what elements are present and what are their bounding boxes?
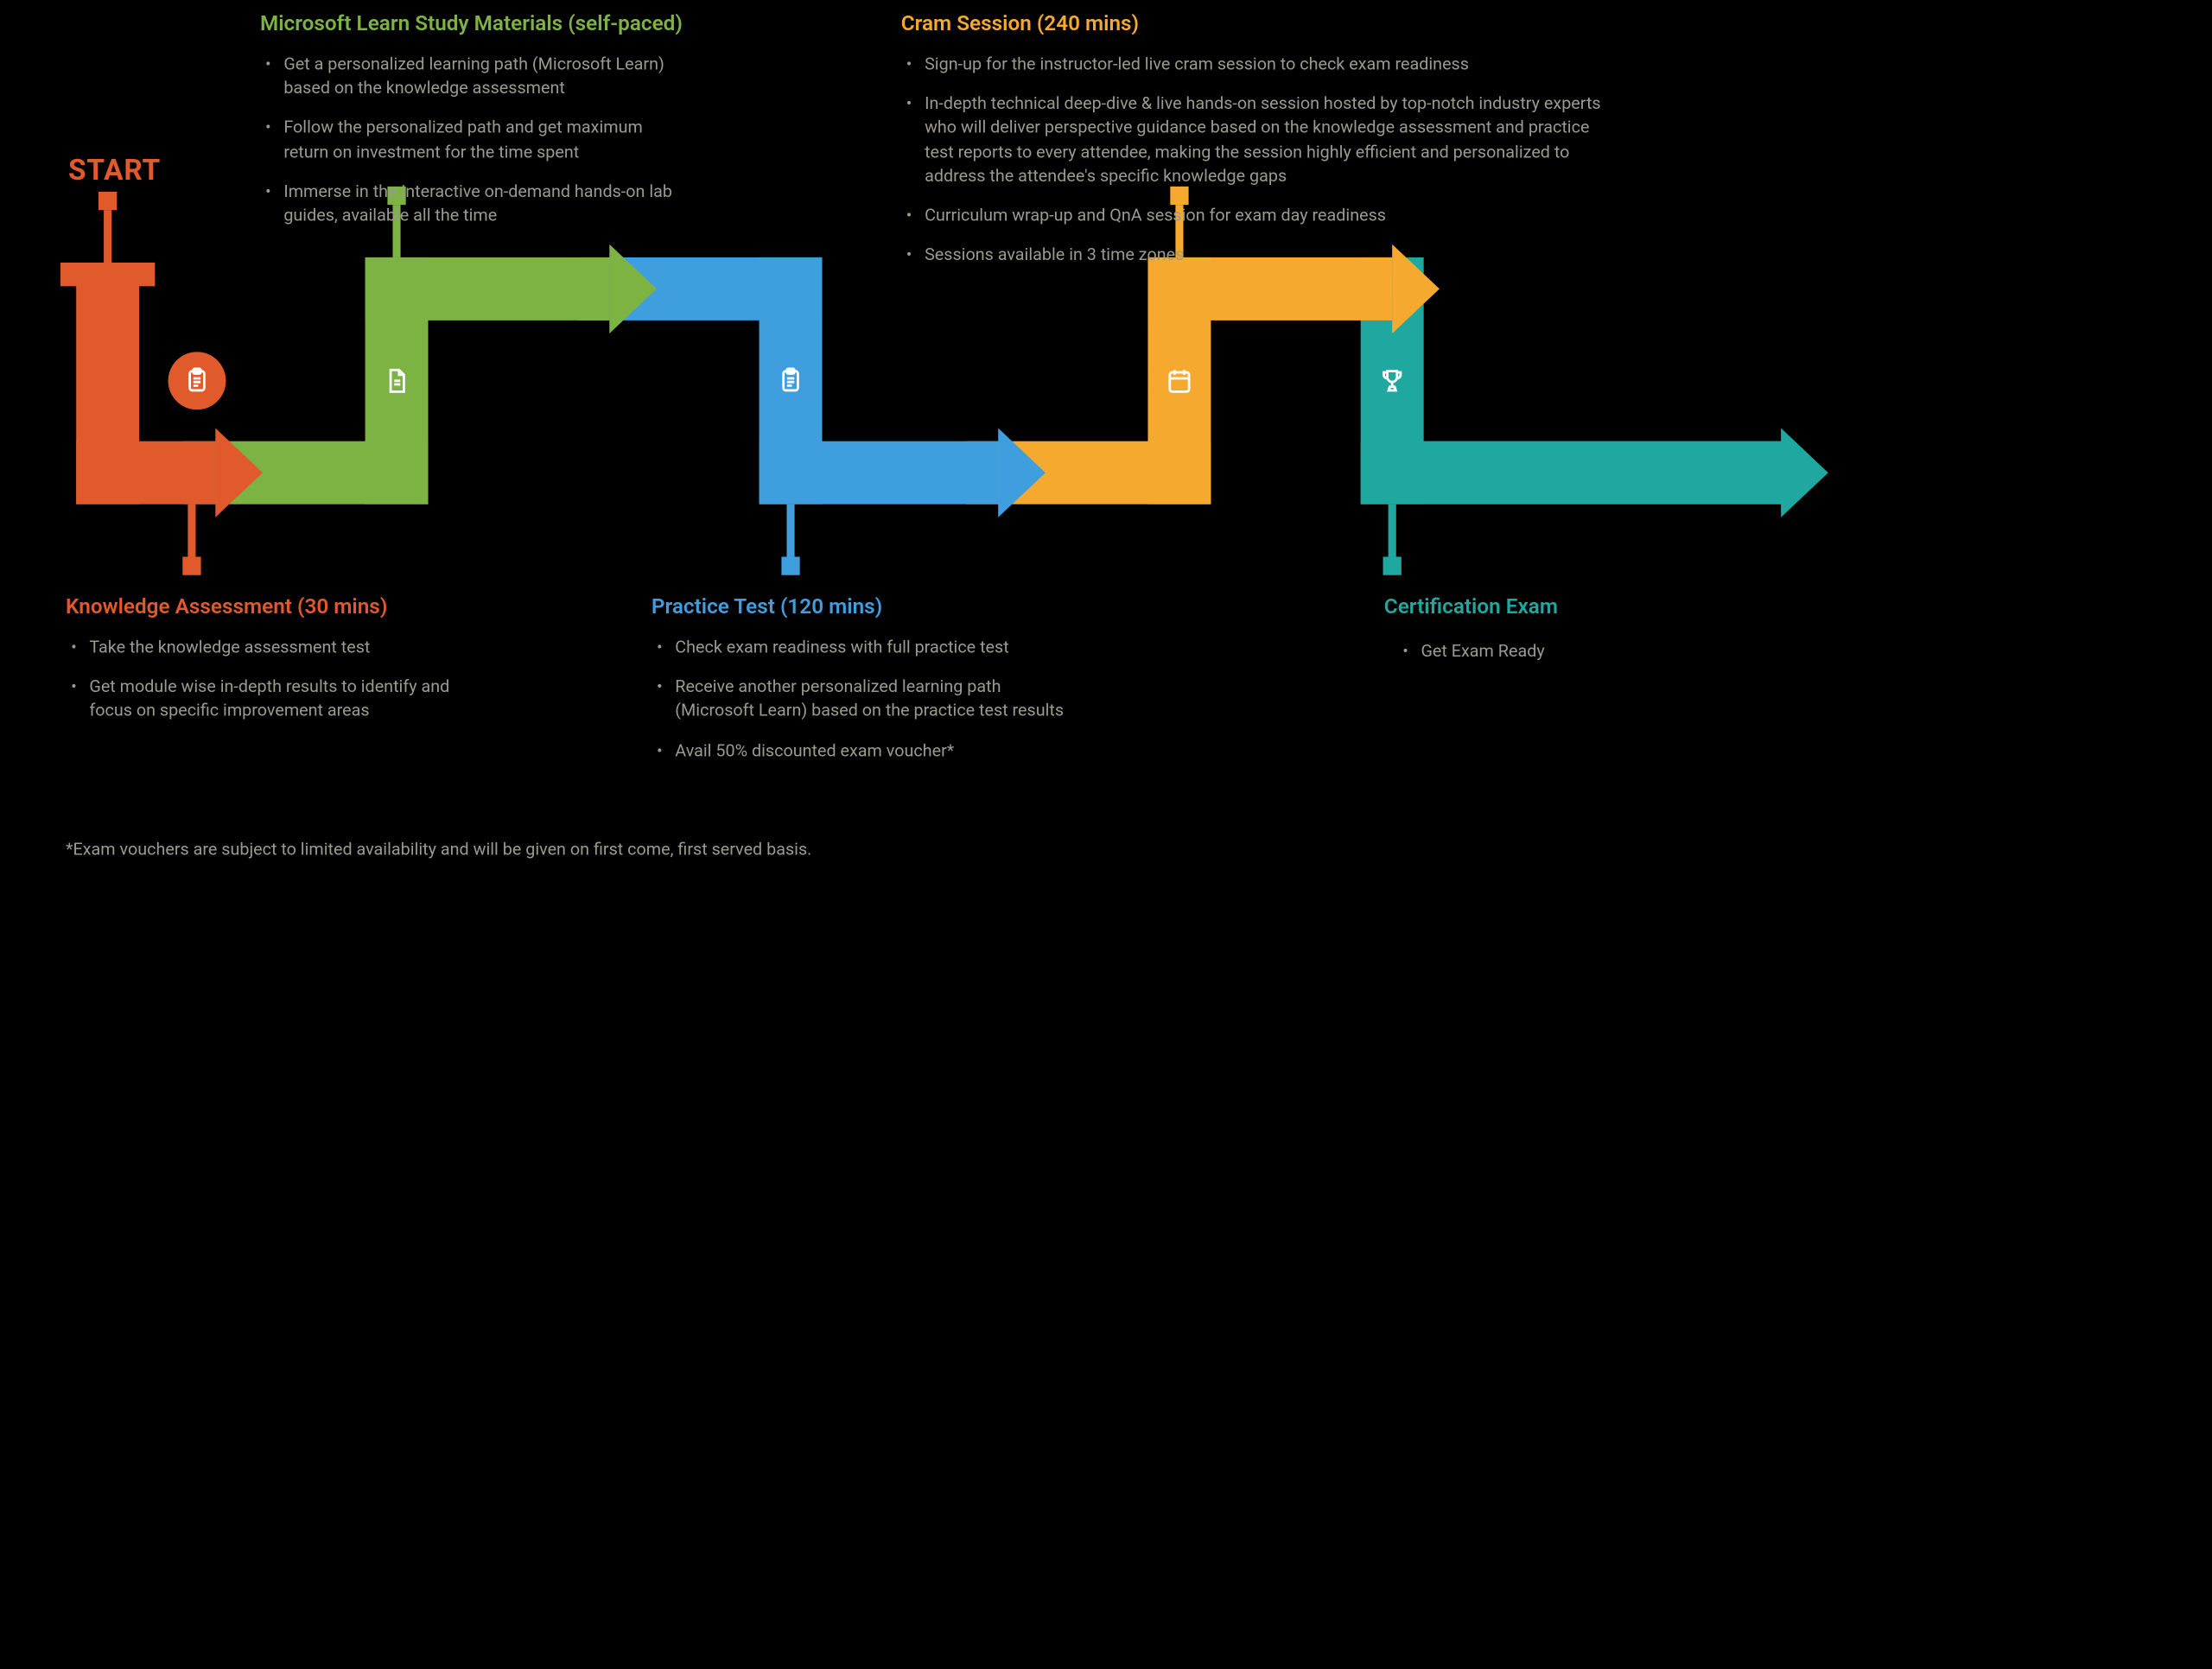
list-item: Take the knowledge assessment test <box>66 637 460 661</box>
list-item: Receive another personalized learning pa… <box>652 676 1071 724</box>
cert-title: Certification Exam <box>1300 593 1642 619</box>
section-study: Microsoft Learn Study Materials (self-pa… <box>260 10 707 244</box>
section-practice: Practice Test (120 mins) Check exam read… <box>652 593 1085 779</box>
clipboard-icon <box>776 366 804 395</box>
section-knowledge: Knowledge Assessment (30 mins) Take the … <box>66 593 460 740</box>
list-item: Get module wise in-depth results to iden… <box>66 676 460 724</box>
section-cram: Cram Session (240 mins) Sign-up for the … <box>901 10 1663 284</box>
practice-title: Practice Test (120 mins) <box>652 593 1085 619</box>
document-icon <box>382 366 410 395</box>
knowledge-bullets: Take the knowledge assessment test Get m… <box>66 637 460 724</box>
list-item: Sign-up for the instructor-led live cram… <box>901 54 1611 78</box>
knowledge-title: Knowledge Assessment (30 mins) <box>66 593 460 619</box>
calendar-icon <box>1165 366 1193 395</box>
study-title: Microsoft Learn Study Materials (self-pa… <box>260 10 707 35</box>
study-icon <box>368 352 426 409</box>
list-item: Avail 50% discounted exam voucher* <box>652 740 1071 765</box>
clipboard-icon <box>182 366 211 395</box>
list-item: Sessions available in 3 time zones <box>901 244 1611 269</box>
start-label: START <box>68 155 161 187</box>
cert-icon <box>1363 352 1421 409</box>
list-item: Curriculum wrap-up and QnA session for e… <box>901 205 1611 229</box>
practice-bullets: Check exam readiness with full practice … <box>652 637 1085 764</box>
cert-bullets: Get Exam Ready <box>1397 641 1545 681</box>
section-cert: Certification Exam Get Exam Ready <box>1300 593 1642 681</box>
list-item: Immerse in the interactive on-demand han… <box>260 181 680 228</box>
cram-icon <box>1151 352 1209 409</box>
path-practice <box>578 257 1046 575</box>
list-item: In-depth technical deep-dive & live hand… <box>901 93 1611 189</box>
list-item: Get Exam Ready <box>1397 641 1545 665</box>
list-item: Follow the personalized path and get max… <box>260 117 680 165</box>
path-cert <box>1361 257 1828 575</box>
cram-title: Cram Session (240 mins) <box>901 10 1663 35</box>
list-item: Check exam readiness with full practice … <box>652 637 1071 661</box>
practice-icon <box>762 352 820 409</box>
study-bullets: Get a personalized learning path (Micros… <box>260 54 707 228</box>
list-item: Get a personalized learning path (Micros… <box>260 54 680 101</box>
footnote: *Exam vouchers are subject to limited av… <box>66 841 811 860</box>
knowledge-icon <box>168 352 226 409</box>
trophy-icon <box>1377 366 1406 395</box>
cram-bullets: Sign-up for the instructor-led live cram… <box>901 54 1663 268</box>
path-knowledge <box>60 192 263 575</box>
